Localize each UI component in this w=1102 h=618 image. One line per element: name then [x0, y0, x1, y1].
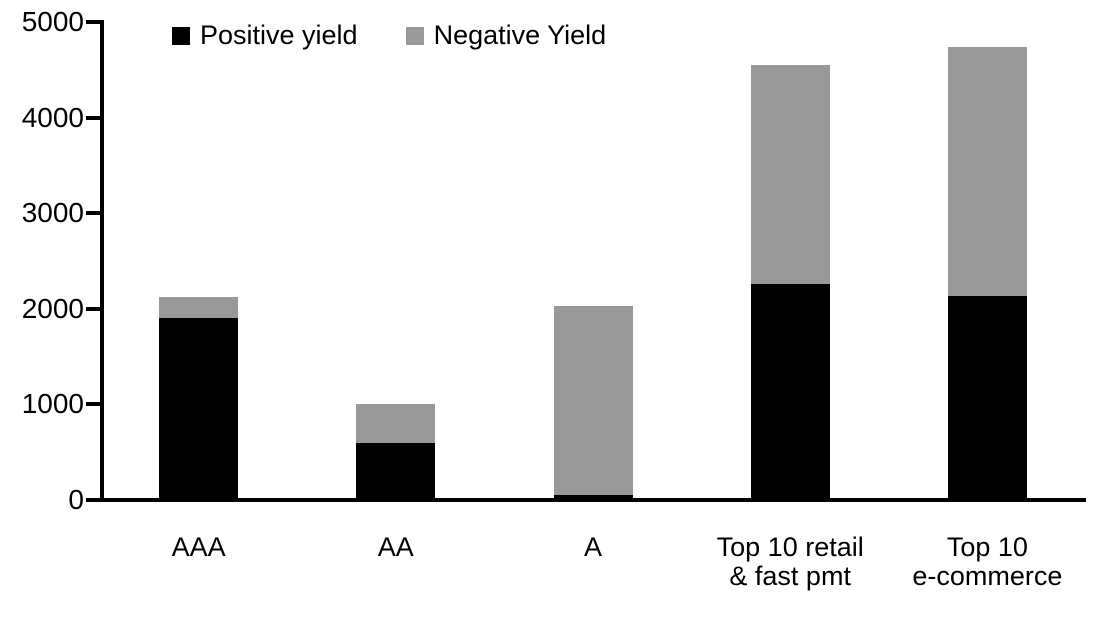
legend-label-negative-yield: Negative Yield [433, 20, 607, 50]
y-axis-tick [86, 306, 100, 311]
positive-yield-swatch [172, 26, 190, 45]
legend-label-positive-yield: Positive yield [200, 20, 358, 50]
negative-yield-swatch [405, 26, 424, 45]
chart-legend: Positive yield Negative Yield [172, 22, 606, 49]
y-axis-tick-label: 2000 [21, 292, 84, 324]
y-axis-tick [86, 115, 100, 120]
y-axis-tick [86, 20, 100, 24]
bar-segment-positive-yield [750, 283, 830, 500]
y-axis-tick-label: 1000 [21, 388, 84, 420]
x-axis-category-label: AA [377, 532, 414, 562]
bar-segment-negative-yield [356, 404, 436, 443]
legend-item-positive-yield: Positive yield [172, 22, 358, 49]
x-axis-category-label: AAA [171, 532, 226, 562]
bar-segment-negative-yield [159, 297, 239, 319]
x-axis-category-label: A [583, 532, 602, 562]
bar-segment-positive-yield [356, 442, 436, 500]
bar-segment-positive-yield [159, 318, 239, 500]
bar-segment-negative-yield [947, 46, 1027, 297]
y-axis-tick-label: 4000 [21, 101, 84, 133]
bar-segment-positive-yield [947, 296, 1027, 500]
y-axis-tick-label: 3000 [21, 197, 84, 229]
y-axis-tick [86, 402, 100, 407]
bar-segment-negative-yield [750, 65, 830, 284]
y-axis-line [100, 20, 104, 502]
y-axis-tick [86, 498, 100, 502]
bar-segment-negative-yield [553, 305, 633, 496]
y-axis-tick-label: 0 [68, 484, 84, 515]
y-axis-tick [86, 211, 100, 216]
x-axis-category-label: Top 10 retail & fast pmt [716, 532, 864, 591]
x-axis-line [100, 498, 1086, 502]
legend-item-negative-yield: Negative Yield [405, 20, 607, 50]
x-axis-category-label: Top 10 e-commerce [912, 532, 1063, 591]
bar-segment-positive-yield [553, 495, 633, 500]
y-axis-tick-label: 5000 [21, 6, 84, 37]
